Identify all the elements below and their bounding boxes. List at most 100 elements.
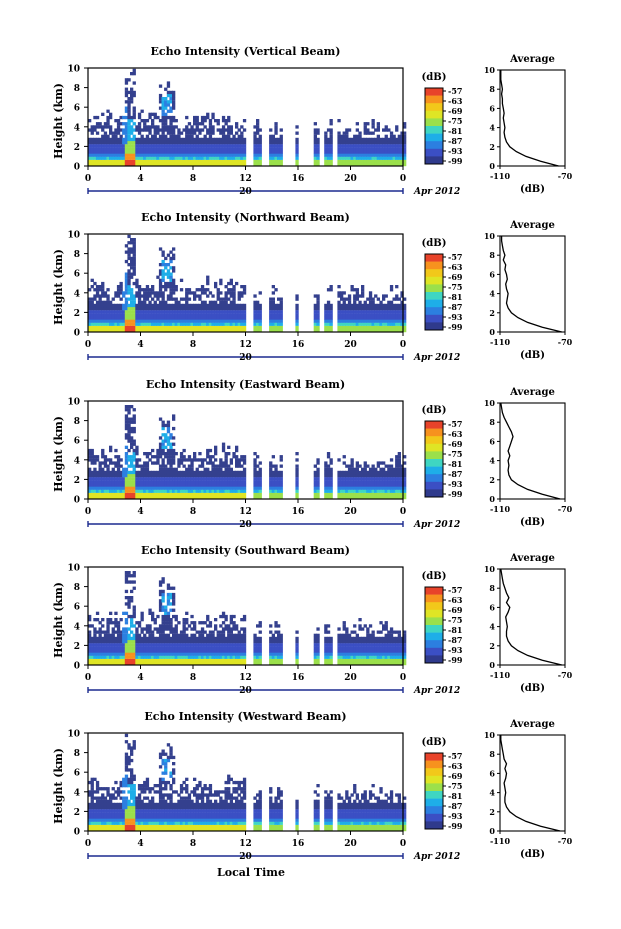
x-tick-label: 0 (400, 673, 406, 683)
colorbar-segment (425, 88, 443, 96)
panel-title: Echo Intensity (Southward Beam) (141, 544, 350, 557)
x-tick-label: 8 (190, 673, 196, 683)
colorbar-segment (425, 647, 443, 656)
date-day: 20 (239, 686, 252, 696)
colorbar-tick-label: -99 (448, 322, 463, 332)
x-tick-label: 16 (292, 340, 305, 350)
colorbar-segment (425, 481, 443, 490)
avg-x-tick-label: -110 (490, 337, 510, 347)
x-tick-label: 20 (344, 174, 357, 184)
avg-x-label: (dB) (520, 184, 545, 195)
y-tick-label: 4 (74, 289, 80, 299)
avg-y-tick-label: 10 (484, 231, 496, 241)
colorbar-tick-label: -87 (448, 469, 462, 479)
colorbar-tick-label: -93 (448, 146, 463, 156)
colorbar-segment (425, 126, 443, 134)
y-tick-label: 4 (74, 622, 80, 632)
avg-x-tick-label: -70 (558, 836, 573, 846)
panel-title: Echo Intensity (Westward Beam) (144, 710, 346, 723)
y-tick-label: 10 (67, 65, 80, 75)
colorbar-tick-label: -93 (448, 479, 463, 489)
colorbar-segment (425, 428, 443, 437)
colorbar-tick-label: -69 (448, 771, 463, 781)
avg-y-tick-label: 10 (484, 398, 496, 408)
x-tick-label: 0 (85, 673, 91, 683)
colorbar-frame (424, 87, 444, 165)
colorbar-tick-label: -81 (448, 292, 462, 302)
colorbar-segment (425, 806, 443, 815)
avg-y-tick-label: 0 (489, 494, 495, 504)
colorbar-tick-label: -69 (448, 106, 463, 116)
avg-profile-line (500, 70, 559, 167)
x-tick-label: 4 (137, 673, 143, 683)
y-tick-label: 6 (74, 270, 80, 280)
colorbar-tick-label: -75 (448, 781, 462, 791)
date-day: 20 (239, 852, 252, 862)
colorbar-tick-label: -87 (448, 635, 462, 645)
avg-y-tick-label: 8 (489, 84, 495, 94)
date-day: 20 (239, 520, 252, 530)
avg-y-tick-label: 0 (489, 161, 495, 171)
colorbar-segment (425, 133, 443, 142)
y-axis-label: Height (km) (52, 83, 65, 159)
colorbar-segment (425, 307, 443, 316)
colorbar-segment (425, 798, 443, 807)
colorbar-segment (425, 156, 443, 165)
colorbar-tick-label: -57 (448, 252, 462, 262)
y-tick-label: 8 (74, 583, 80, 593)
avg-y-tick-label: 4 (489, 788, 495, 798)
colorbar-tick-label: -69 (448, 439, 463, 449)
colorbar-segment (425, 421, 443, 429)
x-tick-label: 0 (400, 340, 406, 350)
y-tick-label: 2 (74, 808, 80, 818)
x-tick-label: 20 (344, 839, 357, 849)
x-tick-label: 4 (137, 340, 143, 350)
x-tick-label: 0 (85, 839, 91, 849)
date-month-year: Apr 2012 (413, 852, 460, 862)
x-tick-label: 4 (137, 507, 143, 517)
avg-y-tick-label: 6 (489, 602, 495, 612)
colorbar-segment (425, 443, 443, 452)
colorbar-tick-label: -93 (448, 811, 463, 821)
colorbar-segment (425, 775, 443, 784)
avg-y-tick-label: 10 (484, 65, 496, 75)
avg-frame (499, 734, 566, 832)
colorbar-tick-label: -87 (448, 136, 462, 146)
colorbar-tick-label: -99 (448, 156, 463, 166)
colorbar-tick-label: -57 (448, 419, 462, 429)
colorbar-tick-label: -57 (448, 585, 462, 595)
y-tick-label: 2 (74, 476, 80, 486)
colorbar-segment (425, 474, 443, 483)
y-tick-label: 0 (74, 662, 80, 672)
x-tick-label: 8 (190, 839, 196, 849)
colorbar-segment (425, 269, 443, 278)
avg-x-label: (dB) (520, 849, 545, 860)
colorbar-segment (425, 791, 443, 799)
colorbar-segment (425, 261, 443, 270)
heatmap-field (88, 571, 407, 666)
avg-profile-line (500, 568, 562, 666)
avg-y-tick-label: 2 (489, 308, 495, 318)
colorbar-segment (425, 110, 443, 119)
avg-y-tick-label: 4 (489, 123, 495, 133)
colorbar-segment (425, 640, 443, 649)
avg-y-tick-label: 0 (489, 660, 495, 670)
heatmap-field (88, 405, 407, 500)
x-tick-label: 16 (292, 507, 305, 517)
avg-x-tick-label: -70 (558, 337, 573, 347)
x-tick-label: 16 (292, 673, 305, 683)
y-tick-label: 10 (67, 730, 80, 740)
y-tick-label: 2 (74, 309, 80, 319)
avg-x-tick-label: -70 (558, 670, 573, 680)
colorbar-segment (425, 655, 443, 664)
colorbar-tick-label: -87 (448, 302, 462, 312)
colorbar-frame (424, 586, 444, 664)
x-tick-label: 0 (85, 174, 91, 184)
avg-profile-line (500, 735, 561, 832)
colorbar-segment (425, 489, 443, 498)
y-tick-label: 4 (74, 123, 80, 133)
x-tick-label: 0 (85, 340, 91, 350)
y-tick-label: 4 (74, 456, 80, 466)
x-tick-label: 0 (400, 507, 406, 517)
colorbar-tick-label: -63 (448, 429, 463, 439)
